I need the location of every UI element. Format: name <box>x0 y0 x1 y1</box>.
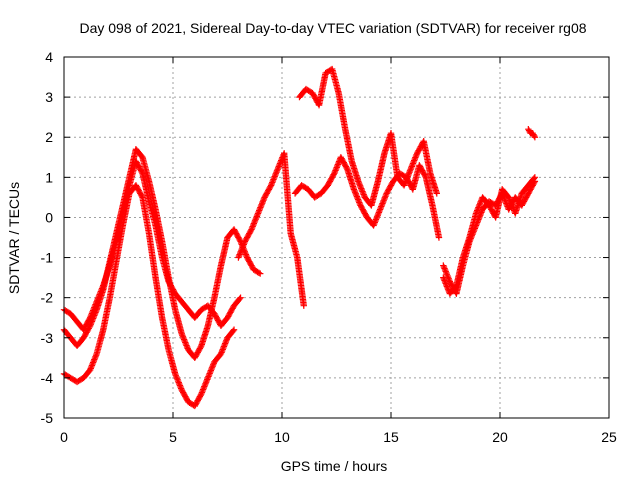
y-tick-label: -2 <box>41 290 54 306</box>
data-point <box>267 183 274 190</box>
data-point <box>197 392 204 399</box>
x-tick-label: 20 <box>492 429 508 445</box>
y-tick-label: 1 <box>45 169 53 185</box>
series-track-i <box>525 126 539 141</box>
x-axis-label: GPS time / hours <box>281 458 388 474</box>
y-tick-label: -5 <box>41 410 54 426</box>
y-tick-label: -4 <box>41 370 54 386</box>
data-point <box>433 190 440 197</box>
data-point <box>300 302 307 309</box>
data-point <box>138 192 145 200</box>
y-tick-label: 4 <box>45 49 53 65</box>
data-point <box>530 175 538 182</box>
axis-ticks: 0 5 10 15 20 25 -5 -4 -3 -2 -1 0 1 2 3 4 <box>41 49 617 445</box>
series-track-h <box>440 174 539 297</box>
chart-title: Day 098 of 2021, Sidereal Day-to-day VTE… <box>79 20 586 36</box>
data-point <box>435 234 443 241</box>
data-point <box>86 323 93 331</box>
series-track-f <box>296 65 440 209</box>
data-point <box>530 132 538 140</box>
series-track-e <box>291 154 443 241</box>
x-tick-label: 15 <box>383 429 399 445</box>
data-point <box>421 172 429 180</box>
data-points <box>60 65 539 410</box>
data-point <box>197 343 204 351</box>
y-tick-label: -1 <box>41 250 54 266</box>
x-tick-label: 25 <box>601 429 617 445</box>
y-tick-label: 2 <box>45 129 53 145</box>
series-track-c <box>60 182 238 410</box>
data-point <box>343 164 350 172</box>
y-tick-label: -3 <box>41 330 54 346</box>
plot-frame <box>63 56 610 419</box>
data-point <box>257 270 264 277</box>
x-tick-label: 10 <box>274 429 290 445</box>
data-point <box>531 134 539 141</box>
x-tick-label: 5 <box>169 429 177 445</box>
data-point <box>230 326 238 333</box>
data-point <box>229 327 237 335</box>
y-tick-label: 0 <box>45 209 53 225</box>
series-track-b <box>60 146 264 362</box>
data-point <box>255 269 263 276</box>
series-track-d <box>235 150 307 309</box>
data-point <box>237 294 244 301</box>
data-point <box>236 236 244 244</box>
data-point <box>247 227 254 235</box>
data-point <box>330 171 337 178</box>
y-tick-label: 3 <box>45 89 53 105</box>
y-axis-label: SDTVAR / TECUs <box>6 182 22 294</box>
data-point <box>236 295 243 303</box>
grid <box>64 57 609 418</box>
x-tick-label: 0 <box>60 429 68 445</box>
data-point <box>531 174 539 181</box>
